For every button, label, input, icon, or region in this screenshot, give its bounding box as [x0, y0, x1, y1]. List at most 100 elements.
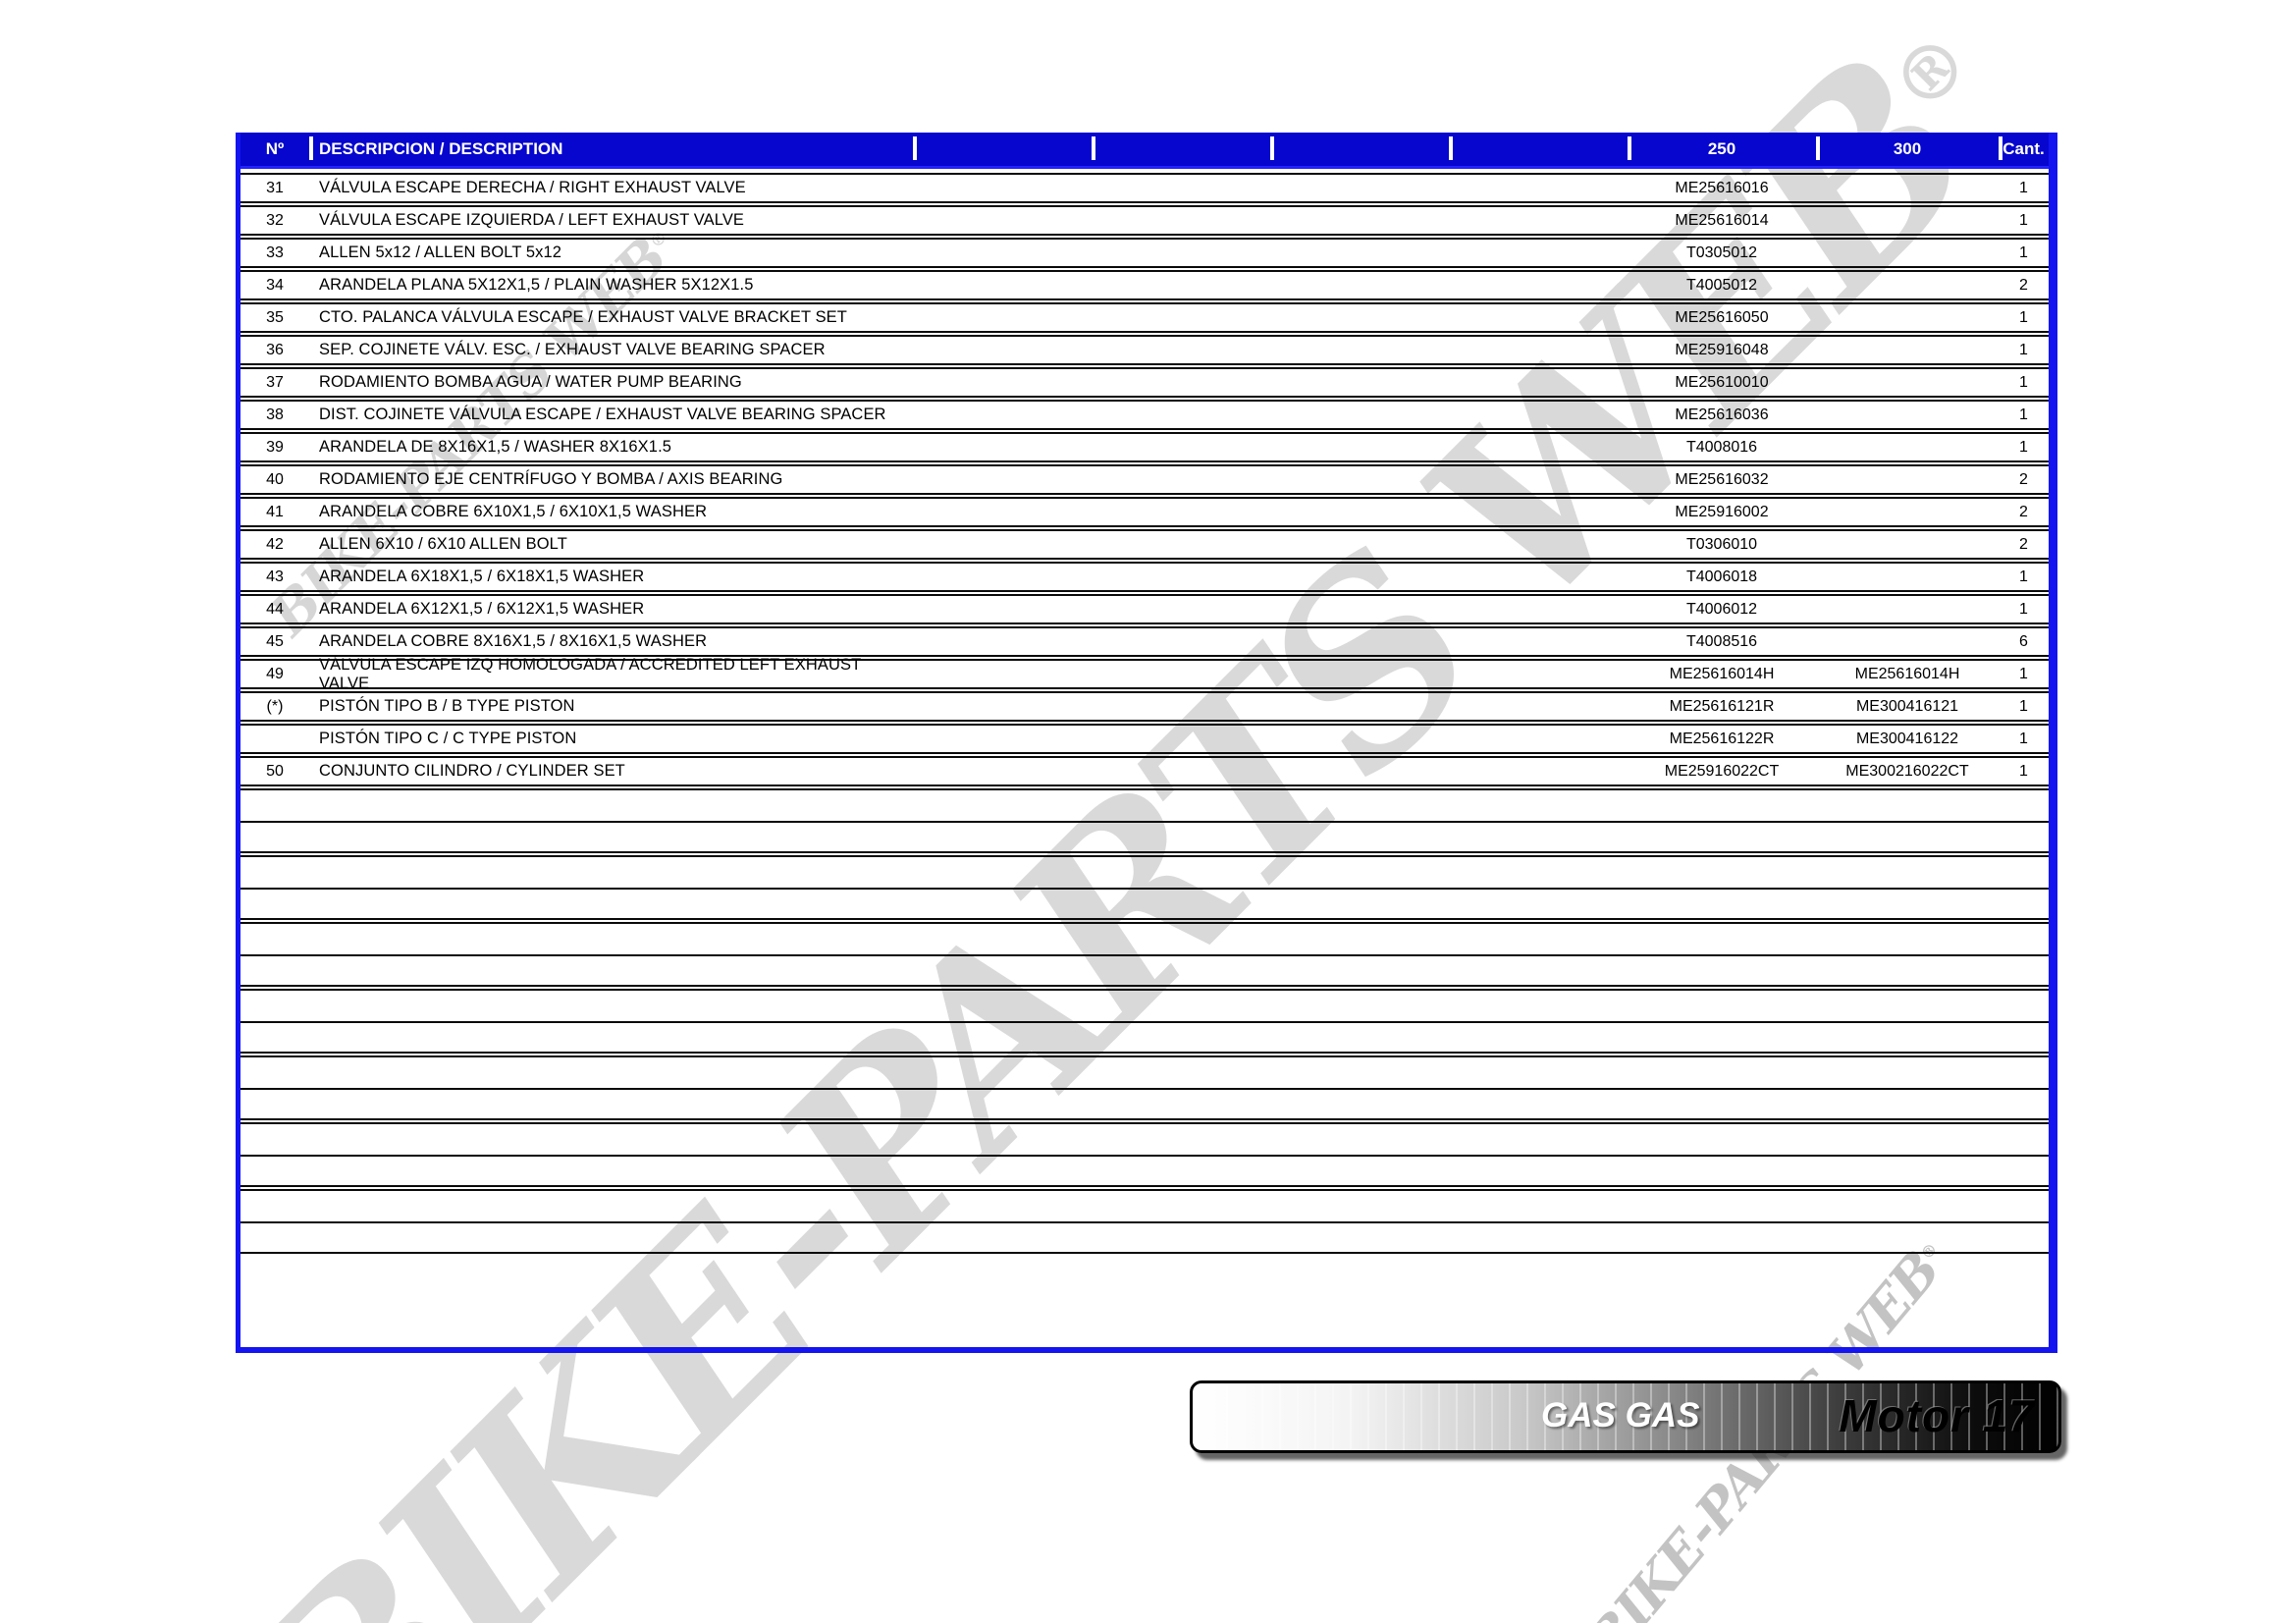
empty-row-pair [240, 1189, 2049, 1254]
brand-logo-text: GAS GAS [1541, 1396, 1700, 1435]
cell-part-300 [1816, 207, 1999, 234]
cell-part-300 [1816, 369, 1999, 396]
cell-part-300 [1816, 628, 1999, 655]
cell-spacer [1270, 402, 1449, 428]
header-250: 250 [1628, 133, 1816, 166]
cell-spacer [1449, 726, 1628, 752]
cell-spacer [1092, 466, 1270, 493]
cell-quantity: 1 [2019, 179, 2028, 196]
header-spacer-1 [913, 133, 1092, 166]
cell-spacer [913, 337, 1092, 363]
cell-spacer [913, 628, 1092, 655]
cell-part-300 [1816, 240, 1999, 266]
model-label: Motor 17 [1839, 1389, 2035, 1441]
cell-no: 37 [266, 373, 284, 391]
cell-quantity: 1 [2019, 243, 2028, 261]
cell-part-250: ME25616016 [1675, 179, 1769, 196]
cell-description: VÁLVULA ESCAPE IZQ HOMOLOGADA / ACCREDIT… [319, 655, 861, 692]
brand-plate: GAS GAS Motor 17 [1190, 1380, 2061, 1453]
cell-part-300 [1816, 466, 1999, 493]
cell-no [240, 726, 309, 752]
header-spacer-2 [1092, 133, 1270, 166]
cell-spacer [1449, 304, 1628, 331]
cell-no: 41 [266, 503, 284, 520]
empty-row-pair [240, 1122, 2049, 1187]
cell-spacer [913, 304, 1092, 331]
cell-spacer [1449, 272, 1628, 298]
cell-part-300 [1816, 531, 1999, 558]
cell-part-300: ME25616014H [1854, 665, 1960, 682]
cell-quantity: 1 [2019, 762, 2028, 780]
empty-row-pair [240, 1055, 2049, 1120]
cell-no: 34 [266, 276, 284, 294]
cell-spacer [1449, 434, 1628, 460]
cell-part-250: ME25916002 [1675, 503, 1769, 520]
cell-spacer [1092, 596, 1270, 622]
cell-quantity: 1 [2019, 406, 2028, 423]
cell-description: PISTÓN TIPO B / B TYPE PISTON [319, 697, 575, 715]
header-no: Nº [265, 139, 285, 158]
cell-part-250: ME25616122R [1669, 730, 1775, 747]
cell-spacer [1270, 369, 1449, 396]
cell-spacer [1092, 628, 1270, 655]
cell-spacer [1092, 564, 1270, 590]
table-row: 33 ALLEN 5x12 / ALLEN BOLT 5x12 T0305012… [240, 238, 2049, 268]
cell-spacer [1449, 628, 1628, 655]
cell-part-250: ME25616050 [1675, 308, 1769, 326]
cell-spacer [1092, 240, 1270, 266]
cell-spacer [1270, 499, 1449, 525]
table-row: 36 SEP. COJINETE VÁLV. ESC. / EXHAUST VA… [240, 335, 2049, 365]
cell-spacer [1270, 758, 1449, 784]
cell-quantity: 1 [2019, 665, 2028, 682]
cell-no: 42 [266, 535, 284, 553]
empty-row-pair [240, 788, 2049, 853]
cell-spacer [913, 499, 1092, 525]
cell-quantity: 2 [2019, 503, 2028, 520]
cell-description: ALLEN 6X10 / 6X10 ALLEN BOLT [319, 535, 567, 553]
cell-spacer [913, 693, 1092, 720]
cell-spacer [913, 207, 1092, 234]
cell-no: 40 [266, 470, 284, 488]
cell-quantity: 1 [2019, 373, 2028, 391]
cell-spacer [1092, 661, 1270, 687]
cell-spacer [913, 661, 1092, 687]
cell-no: 31 [266, 179, 284, 196]
cell-spacer [913, 175, 1092, 201]
cell-no: 44 [266, 600, 284, 618]
cell-description: SEP. COJINETE VÁLV. ESC. / EXHAUST VALVE… [319, 341, 826, 358]
cell-spacer [1449, 596, 1628, 622]
cell-spacer [1449, 337, 1628, 363]
cell-part-250: T4008516 [1685, 632, 1758, 650]
cell-spacer [913, 466, 1092, 493]
table-row: PISTÓN TIPO C / C TYPE PISTON ME25616122… [240, 724, 2049, 754]
cell-spacer [1092, 758, 1270, 784]
cell-spacer [1092, 499, 1270, 525]
cell-quantity: 1 [2019, 211, 2028, 229]
cell-part-250: ME25616014H [1669, 665, 1775, 682]
cell-spacer [1270, 240, 1449, 266]
cell-spacer [1270, 434, 1449, 460]
cell-spacer [1270, 175, 1449, 201]
table-row: 44 ARANDELA 6X12X1,5 / 6X12X1,5 WASHER T… [240, 594, 2049, 624]
header-spacer-3 [1270, 133, 1449, 166]
cell-spacer [1449, 693, 1628, 720]
table-row: 34 ARANDELA PLANA 5X12X1,5 / PLAIN WASHE… [240, 270, 2049, 300]
cell-description: VÁLVULA ESCAPE DERECHA / RIGHT EXHAUST V… [319, 179, 746, 196]
cell-no: 33 [266, 243, 284, 261]
cell-no: (*) [266, 697, 284, 715]
table-row: 32 VÁLVULA ESCAPE IZQUIERDA / LEFT EXHAU… [240, 205, 2049, 236]
table-row: 40 RODAMIENTO EJE CENTRÍFUGO Y BOMBA / A… [240, 464, 2049, 495]
table-row: 31 VÁLVULA ESCAPE DERECHA / RIGHT EXHAUS… [240, 173, 2049, 203]
cell-quantity: 1 [2019, 568, 2028, 585]
cell-part-250: T4008016 [1685, 438, 1758, 456]
cell-spacer [1270, 596, 1449, 622]
cell-spacer [1092, 207, 1270, 234]
cell-spacer [1092, 337, 1270, 363]
cell-spacer [1270, 272, 1449, 298]
empty-row-pair [240, 989, 2049, 1054]
cell-spacer [1092, 726, 1270, 752]
cell-description: ARANDELA 6X18X1,5 / 6X18X1,5 WASHER [319, 568, 645, 585]
cell-part-300: ME300416121 [1855, 697, 1959, 715]
cell-spacer [1270, 531, 1449, 558]
